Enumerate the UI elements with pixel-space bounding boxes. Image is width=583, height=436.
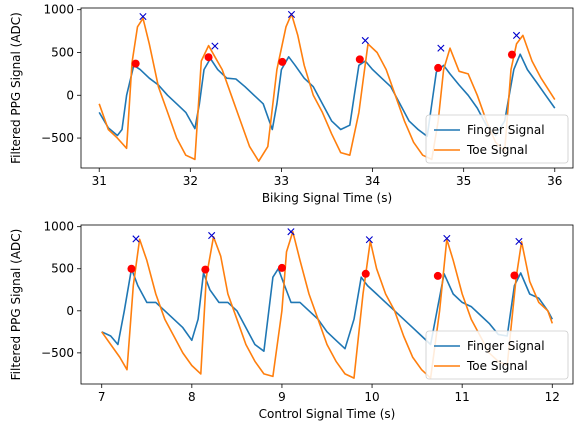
x-axis-label: Control Signal Time (s) xyxy=(259,407,396,421)
legend: Finger Signal Toe Signal xyxy=(425,330,569,380)
peak-marker xyxy=(132,235,140,243)
legend: Finger Signal Toe Signal xyxy=(425,114,569,164)
onset-marker xyxy=(127,264,136,273)
x-tick-label: 33 xyxy=(274,174,289,188)
y-tick-label: 0 xyxy=(66,88,74,102)
x-tick-label: 12 xyxy=(545,390,560,404)
peak-marker xyxy=(437,44,445,52)
x-tick-label: 31 xyxy=(92,174,107,188)
x-tick-label: 7 xyxy=(98,390,106,404)
y-tick-label: 0 xyxy=(66,304,74,318)
chart-panel-2: 7 8 9 10 11 12 −500 0 500 1000 Control Signal Time… xyxy=(9,220,574,421)
legend-entry: Toe Signal xyxy=(466,359,528,373)
onset-marker xyxy=(434,63,443,72)
x-axis-label: Biking Signal Time (s) xyxy=(262,191,392,205)
peak-marker xyxy=(365,236,373,244)
peak-marker xyxy=(287,10,296,19)
onset-marker xyxy=(361,269,370,278)
x-tick-label: 34 xyxy=(365,174,380,188)
y-axis-label: Filtered PPG Signal (ADC) xyxy=(9,12,23,164)
legend-box xyxy=(425,330,569,380)
chart-panel-1: 31 32 33 34 35 36 −500 0 500 1000 Biking Signal Ti… xyxy=(9,3,574,205)
x-tick-label: 11 xyxy=(455,390,470,404)
y-tick-label: −500 xyxy=(41,346,74,360)
series-line-toe xyxy=(98,13,556,162)
onset-marker xyxy=(510,271,519,280)
legend-entry: Finger Signal xyxy=(467,339,545,353)
y-tick-label: 1000 xyxy=(43,220,74,234)
peak-marker xyxy=(512,31,521,39)
peak-marker xyxy=(208,231,216,240)
y-tick-label: 500 xyxy=(51,262,74,276)
onset-marker xyxy=(355,55,364,64)
axes-frame xyxy=(80,7,574,169)
x-tick-label: 9 xyxy=(278,390,286,404)
peak-marker xyxy=(139,12,147,21)
axes-frame xyxy=(80,224,574,385)
x-tick-label: 35 xyxy=(456,174,471,188)
x-tick-label: 10 xyxy=(364,390,379,404)
peak-marker xyxy=(361,36,369,45)
peak-marker xyxy=(443,234,451,243)
onset-marker xyxy=(204,53,213,62)
peak-marker xyxy=(211,42,219,50)
x-tick-label: 32 xyxy=(183,174,198,188)
legend-entry: Toe Signal xyxy=(466,143,528,157)
onset-marker xyxy=(277,263,286,272)
series-line-finger xyxy=(101,267,554,353)
y-tick-label: 500 xyxy=(51,45,74,59)
onset-marker xyxy=(201,265,210,274)
peak-marker xyxy=(515,237,523,245)
legend-entry: Finger Signal xyxy=(467,123,545,137)
onset-marker xyxy=(131,59,140,68)
y-tick-label: −500 xyxy=(41,131,74,145)
peak-marker xyxy=(287,228,295,236)
y-axis-label: Filtered PPG Signal (ADC) xyxy=(9,229,23,381)
onset-marker xyxy=(433,271,442,280)
onset-marker xyxy=(278,57,287,66)
legend-box xyxy=(425,114,569,164)
onset-marker xyxy=(507,50,516,59)
x-tick-label: 8 xyxy=(188,390,196,404)
x-tick-label: 36 xyxy=(547,174,562,188)
y-tick-label: 1000 xyxy=(43,3,74,17)
series-line-finger xyxy=(98,53,556,138)
